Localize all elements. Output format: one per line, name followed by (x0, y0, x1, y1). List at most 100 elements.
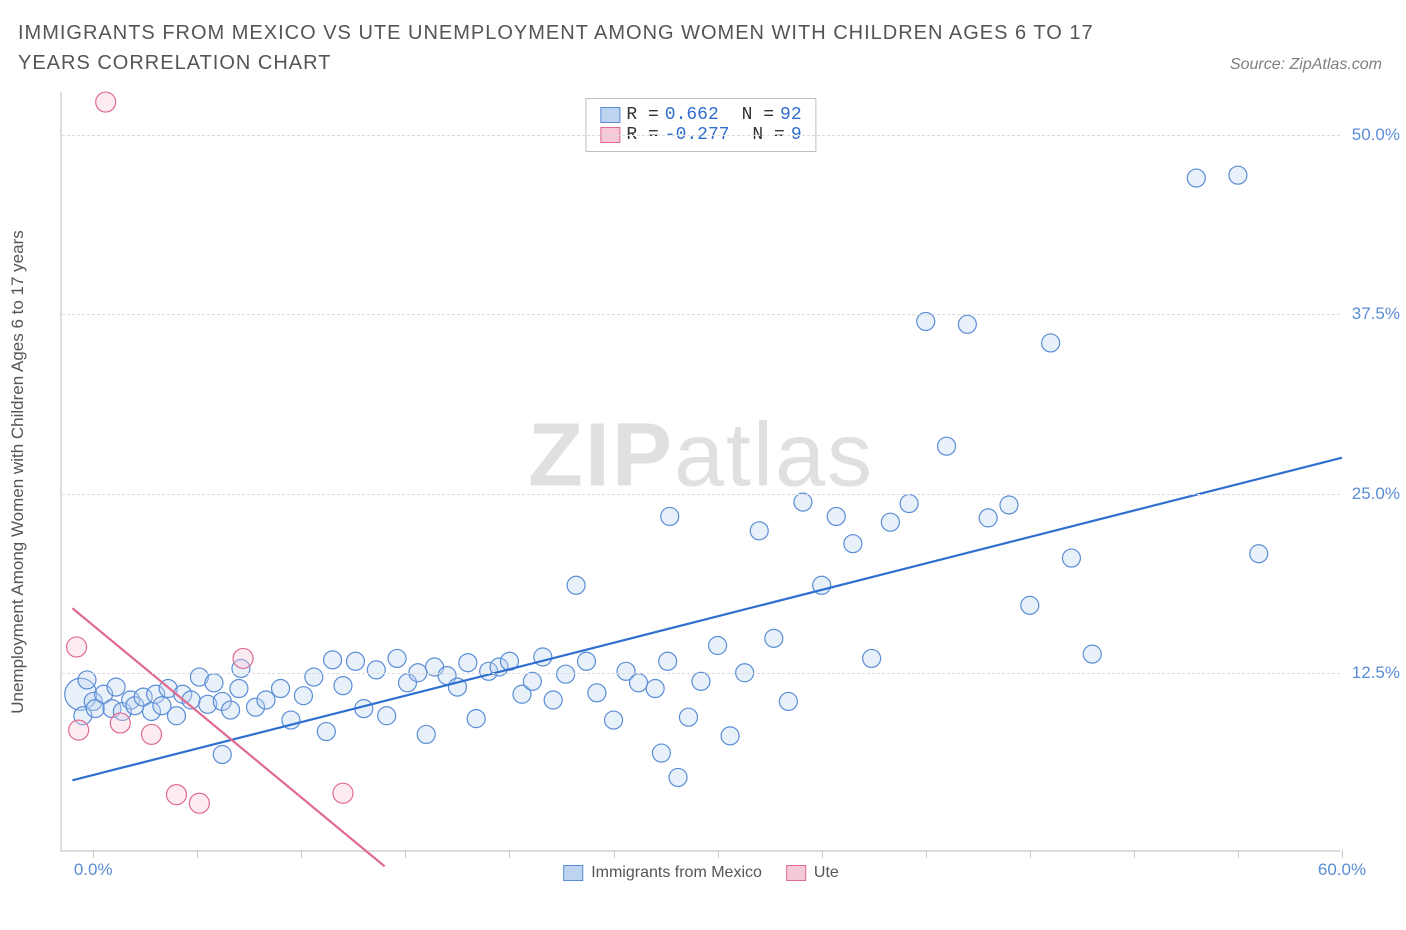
gridline (62, 135, 1340, 136)
data-point (544, 691, 562, 709)
chart-area: ZIPatlas R = 0.662 N = 92 R = -0.277 N =… (60, 92, 1388, 852)
data-point (305, 668, 323, 686)
data-point (317, 723, 335, 741)
y-axis-label: Unemployment Among Women with Children A… (8, 230, 28, 714)
data-point (189, 793, 209, 813)
data-point (721, 727, 739, 745)
data-point (107, 678, 125, 696)
data-point (1062, 549, 1080, 567)
legend-row-series1: R = 0.662 N = 92 (600, 105, 801, 125)
data-point (110, 713, 130, 733)
data-point (222, 701, 240, 719)
chart-title: IMMIGRANTS FROM MEXICO VS UTE UNEMPLOYME… (18, 18, 1118, 78)
x-tick (926, 850, 927, 858)
x-tick (405, 850, 406, 858)
data-point (459, 654, 477, 672)
data-point (844, 535, 862, 553)
data-point (141, 724, 161, 744)
plot-frame: ZIPatlas R = 0.662 N = 92 R = -0.277 N =… (60, 92, 1340, 852)
x-tick (1030, 850, 1031, 858)
data-point (1187, 169, 1205, 187)
data-point (881, 513, 899, 531)
data-point (588, 684, 606, 702)
y-tick-label: 50.0% (1352, 125, 1400, 145)
data-point (67, 637, 87, 657)
data-point (272, 680, 290, 698)
data-point (863, 649, 881, 667)
data-point (167, 707, 185, 725)
data-point (750, 522, 768, 540)
data-point (646, 680, 664, 698)
data-point (346, 652, 364, 670)
data-point (765, 629, 783, 647)
x-tick (301, 850, 302, 858)
legend-label-2: Ute (814, 864, 839, 882)
x-tick (509, 850, 510, 858)
data-point (213, 745, 231, 763)
data-point (1083, 645, 1101, 663)
data-point (669, 768, 687, 786)
trend-line (72, 608, 384, 866)
data-point (1229, 166, 1247, 184)
data-point (557, 665, 575, 683)
data-point (378, 707, 396, 725)
data-point (827, 507, 845, 525)
data-point (523, 672, 541, 690)
gridline (62, 673, 1340, 674)
data-point (257, 691, 275, 709)
data-point (367, 661, 385, 679)
gridline (62, 494, 1340, 495)
data-point (979, 509, 997, 527)
y-tick-label: 12.5% (1352, 663, 1400, 683)
data-point (567, 576, 585, 594)
data-point (661, 507, 679, 525)
data-point (333, 783, 353, 803)
data-point (96, 92, 116, 112)
x-tick (718, 850, 719, 858)
data-point (417, 725, 435, 743)
x-tick-label-right: 60.0% (1318, 860, 1366, 880)
data-point (233, 648, 253, 668)
data-point (205, 674, 223, 692)
gridline (62, 314, 1340, 315)
legend-item-2: Ute (786, 864, 839, 882)
data-point (230, 680, 248, 698)
source-attribution: Source: ZipAtlas.com (1230, 56, 1382, 74)
data-point (1250, 545, 1268, 563)
x-tick (822, 850, 823, 858)
data-point (794, 493, 812, 511)
data-point (958, 315, 976, 333)
swatch-series1 (600, 107, 620, 123)
data-point (334, 677, 352, 695)
data-point (692, 672, 710, 690)
data-point (630, 674, 648, 692)
data-point (1021, 596, 1039, 614)
data-point (900, 495, 918, 513)
r-value-1: 0.662 (665, 105, 719, 125)
x-tick (614, 850, 615, 858)
data-point (605, 711, 623, 729)
x-tick-label-left: 0.0% (74, 860, 113, 880)
data-point (709, 637, 727, 655)
data-point (388, 649, 406, 667)
data-point (1042, 334, 1060, 352)
legend-item-1: Immigrants from Mexico (563, 864, 762, 882)
data-point (577, 652, 595, 670)
n-label-1: N = (742, 105, 774, 125)
data-point (69, 720, 89, 740)
legend-label-1: Immigrants from Mexico (591, 864, 762, 882)
x-tick (1134, 850, 1135, 858)
trend-line (72, 458, 1342, 781)
data-point (652, 744, 670, 762)
n-value-1: 92 (780, 105, 802, 125)
x-tick (1342, 850, 1343, 858)
scatter-plot-svg (62, 92, 1342, 852)
data-point (324, 651, 342, 669)
data-point (779, 692, 797, 710)
data-point (938, 437, 956, 455)
data-point (467, 710, 485, 728)
data-point (659, 652, 677, 670)
series-legend: Immigrants from Mexico Ute (563, 864, 839, 882)
y-tick-label: 25.0% (1352, 484, 1400, 504)
correlation-legend: R = 0.662 N = 92 R = -0.277 N = 9 (585, 98, 816, 152)
